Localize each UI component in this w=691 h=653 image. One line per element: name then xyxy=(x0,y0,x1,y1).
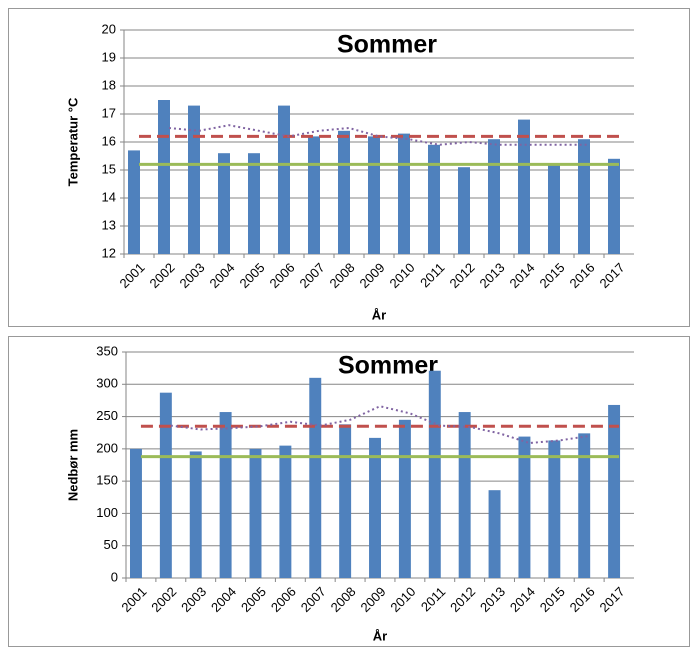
bar xyxy=(279,445,292,578)
x-tick-label: 2009 xyxy=(356,260,387,291)
x-tick-label: 2005 xyxy=(236,260,267,291)
x-tick-label: 2012 xyxy=(447,584,478,615)
y-tick-label: 300 xyxy=(96,376,118,391)
bar xyxy=(188,105,200,254)
y-tick-label: 13 xyxy=(102,217,116,232)
bar xyxy=(458,167,470,254)
x-tick-label: 2006 xyxy=(268,584,299,615)
line-series xyxy=(168,124,589,146)
panel-border xyxy=(8,8,690,327)
bar xyxy=(219,412,232,578)
bar xyxy=(518,119,530,254)
x-tick-label: 2016 xyxy=(566,260,597,291)
y-tick-label: 20 xyxy=(102,21,116,36)
bar xyxy=(428,370,441,578)
y-tick-label: 200 xyxy=(96,440,118,455)
bar xyxy=(488,490,501,578)
y-tick-label: 50 xyxy=(104,537,118,552)
y-tick-label: 15 xyxy=(102,161,116,176)
bar xyxy=(129,448,142,578)
y-tick-label: 0 xyxy=(111,569,118,584)
bar xyxy=(128,150,140,254)
bar xyxy=(339,424,352,578)
x-tick-label: 2003 xyxy=(178,584,209,615)
bar xyxy=(278,105,290,254)
bar xyxy=(608,158,620,254)
x-tick-label: 2004 xyxy=(208,584,239,615)
x-tick-label: 2011 xyxy=(417,260,447,290)
x-tick-label: 2015 xyxy=(537,584,568,615)
x-tick-label: 2002 xyxy=(148,584,179,615)
x-tick-label: 2007 xyxy=(298,584,329,615)
y-tick-label: 16 xyxy=(102,133,116,148)
bar xyxy=(309,377,322,578)
bar xyxy=(458,412,471,578)
x-tick-label: 2011 xyxy=(418,584,448,614)
bar xyxy=(608,404,621,578)
x-tick-label: 2004 xyxy=(206,260,237,291)
bar xyxy=(159,392,172,578)
y-tick-label: 19 xyxy=(102,49,116,64)
bar xyxy=(368,136,380,254)
x-tick-label: 2010 xyxy=(387,584,418,615)
bar xyxy=(398,419,411,578)
x-tick-label: 2009 xyxy=(357,584,388,615)
bar xyxy=(249,448,262,578)
bar xyxy=(488,139,500,254)
x-tick-label: 2008 xyxy=(326,260,357,291)
chart-title: Sommer xyxy=(338,352,438,380)
y-tick-label: 100 xyxy=(96,505,118,520)
y-tick-label: 18 xyxy=(102,77,116,92)
x-tick-label: 2003 xyxy=(176,260,207,291)
line-series xyxy=(170,405,590,445)
x-axis-title: År xyxy=(373,628,387,643)
y-tick-label: 250 xyxy=(96,408,118,423)
x-tick-label: 2007 xyxy=(296,260,327,291)
x-tick-label: 2010 xyxy=(386,260,417,291)
bar xyxy=(369,437,381,578)
bar xyxy=(398,133,410,254)
bar xyxy=(218,153,230,254)
x-tick-label: 2014 xyxy=(506,260,537,291)
x-tick-label: 2001 xyxy=(118,584,149,615)
x-tick-label: 2017 xyxy=(597,584,628,615)
y-axis-title: Nedbør mm xyxy=(65,429,80,501)
y-axis-title: Temperatur °C xyxy=(65,97,80,186)
bar xyxy=(158,100,170,254)
x-tick-label: 2002 xyxy=(146,260,177,291)
y-tick-label: 350 xyxy=(96,343,118,358)
x-axis-title: År xyxy=(372,307,386,322)
x-tick-label: 2006 xyxy=(266,260,297,291)
bar xyxy=(518,436,531,578)
x-tick-label: 2001 xyxy=(116,260,147,291)
chart-title: Sommer xyxy=(337,31,437,59)
x-tick-label: 2012 xyxy=(446,260,477,291)
y-tick-label: 12 xyxy=(102,245,116,260)
x-tick-label: 2014 xyxy=(507,584,538,615)
x-tick-label: 2008 xyxy=(328,584,359,615)
bar xyxy=(548,164,560,254)
bar xyxy=(338,130,350,254)
bar xyxy=(548,440,561,578)
panel-border xyxy=(8,336,690,647)
bar xyxy=(578,433,591,578)
bar xyxy=(189,451,202,578)
y-tick-label: 150 xyxy=(96,473,118,488)
y-tick-label: 17 xyxy=(102,105,116,120)
x-tick-label: 2015 xyxy=(536,260,567,291)
bar xyxy=(248,153,260,254)
x-tick-label: 2016 xyxy=(567,584,598,615)
y-tick-label: 14 xyxy=(102,189,116,204)
x-tick-label: 2005 xyxy=(238,584,269,615)
bar xyxy=(308,136,320,254)
x-tick-label: 2017 xyxy=(596,260,627,291)
bar xyxy=(578,139,590,254)
bar xyxy=(428,144,440,254)
x-tick-label: 2013 xyxy=(476,260,507,291)
x-tick-label: 2013 xyxy=(477,584,508,615)
